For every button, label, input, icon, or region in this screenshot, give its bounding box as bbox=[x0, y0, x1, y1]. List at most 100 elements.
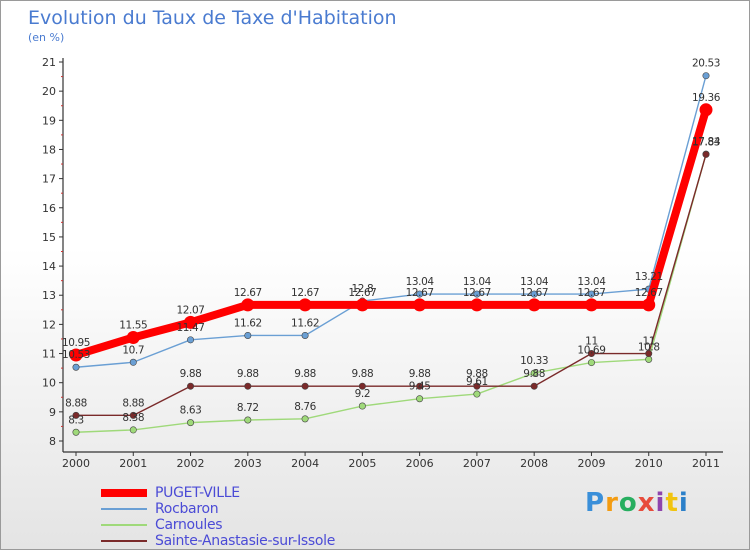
data-point bbox=[126, 331, 140, 345]
series-line-0 bbox=[72, 105, 710, 359]
data-label: 10.8 bbox=[638, 341, 660, 353]
data-label: 9.88 bbox=[180, 368, 202, 380]
y-tick-label: 13 bbox=[42, 289, 56, 302]
y-tick-label: 17 bbox=[42, 173, 56, 186]
y-tick-label: 10 bbox=[42, 377, 56, 390]
chart-subtitle: (en %) bbox=[28, 31, 65, 44]
data-label: 8.38 bbox=[122, 412, 144, 424]
data-point bbox=[72, 411, 80, 419]
x-tick-label: 2003 bbox=[234, 457, 262, 470]
series-line-2 bbox=[75, 153, 707, 433]
data-point bbox=[527, 298, 541, 312]
data-point bbox=[187, 382, 195, 390]
proxiti-logo: Proxiti bbox=[585, 488, 689, 518]
data-label: 17.84 bbox=[692, 136, 721, 148]
chart-legend: PUGET-VILLE Rocbaron Carnoules Sainte-Anast… bbox=[101, 485, 335, 549]
data-point bbox=[72, 363, 80, 371]
data-point bbox=[358, 382, 366, 390]
data-label: 11.62 bbox=[291, 317, 319, 329]
data-point bbox=[355, 298, 369, 312]
data-label: 12.67 bbox=[520, 287, 548, 299]
legend-swatch bbox=[101, 540, 147, 542]
data-point bbox=[241, 298, 255, 312]
legend-item: Rocbaron bbox=[101, 501, 335, 517]
y-tick-label: 21 bbox=[42, 56, 56, 69]
data-point bbox=[530, 290, 538, 298]
data-label: 10.33 bbox=[520, 355, 548, 367]
data-label: 13.04 bbox=[406, 276, 435, 288]
data-point bbox=[530, 382, 538, 390]
data-point bbox=[413, 298, 427, 312]
data-label: 9.88 bbox=[351, 368, 373, 380]
data-point bbox=[642, 298, 656, 312]
legend-swatch bbox=[101, 508, 147, 510]
legend-swatch bbox=[101, 489, 147, 497]
legend-label: PUGET-VILLE bbox=[155, 485, 240, 501]
data-label: 9.88 bbox=[466, 368, 488, 380]
data-label: 11.47 bbox=[177, 322, 205, 334]
data-point bbox=[187, 336, 195, 344]
data-label: 9.88 bbox=[409, 368, 431, 380]
data-label: 8.72 bbox=[237, 402, 259, 414]
data-label: 9.88 bbox=[523, 368, 545, 380]
data-label: 10.95 bbox=[62, 337, 90, 349]
legend-item: Carnoules bbox=[101, 517, 335, 533]
data-label: 11 bbox=[585, 336, 598, 348]
data-point bbox=[416, 382, 424, 390]
data-label: 9.2 bbox=[355, 388, 371, 400]
data-point bbox=[244, 416, 252, 424]
data-point bbox=[587, 290, 595, 298]
data-label: 8.88 bbox=[122, 397, 144, 409]
data-label: 17.83 bbox=[692, 136, 720, 148]
data-label: 8.63 bbox=[180, 405, 202, 417]
data-point bbox=[473, 382, 481, 390]
y-tick-label: 12 bbox=[42, 318, 56, 331]
legend-label: Carnoules bbox=[155, 517, 223, 533]
x-tick-label: 2002 bbox=[177, 457, 205, 470]
x-tick-label: 2007 bbox=[463, 457, 491, 470]
data-label: 9.88 bbox=[294, 368, 316, 380]
data-point bbox=[416, 290, 424, 298]
x-tick-label: 2004 bbox=[291, 457, 319, 470]
data-point bbox=[187, 419, 195, 427]
data-point bbox=[530, 369, 538, 377]
data-label: 11 bbox=[642, 336, 655, 348]
data-label: 12.67 bbox=[234, 287, 262, 299]
y-tick-label: 11 bbox=[42, 348, 56, 361]
data-label: 12.67 bbox=[291, 287, 319, 299]
data-label: 13.04 bbox=[577, 276, 606, 288]
data-label: 10.69 bbox=[577, 345, 605, 357]
x-tick-label: 2006 bbox=[406, 457, 434, 470]
data-label: 8.88 bbox=[65, 397, 87, 409]
data-label: 12.07 bbox=[177, 304, 205, 316]
legend-swatch bbox=[101, 524, 147, 526]
data-point bbox=[699, 103, 713, 117]
data-label: 12.8 bbox=[351, 283, 373, 295]
data-point bbox=[358, 402, 366, 410]
legend-item: Sainte-Anastasie-sur-Issole bbox=[101, 533, 335, 549]
data-label: 13.04 bbox=[520, 276, 549, 288]
data-label: 12.67 bbox=[463, 287, 491, 299]
x-tick-label: 2008 bbox=[520, 457, 548, 470]
data-point bbox=[244, 382, 252, 390]
x-tick-label: 2000 bbox=[62, 457, 90, 470]
series-line-3 bbox=[75, 153, 707, 417]
data-point bbox=[473, 290, 481, 298]
data-label: 9.88 bbox=[237, 368, 259, 380]
data-point bbox=[129, 358, 137, 366]
data-label: 10.7 bbox=[122, 344, 144, 356]
data-label: 11.55 bbox=[119, 320, 147, 332]
data-label: 12.67 bbox=[635, 287, 663, 299]
data-label: 12.67 bbox=[348, 287, 376, 299]
y-tick-label: 9 bbox=[49, 406, 56, 419]
data-label: 9.61 bbox=[466, 376, 488, 388]
series-line-1 bbox=[75, 75, 707, 368]
data-label: 8.76 bbox=[294, 401, 316, 413]
data-label: 9.45 bbox=[409, 381, 431, 393]
x-tick-label: 2001 bbox=[119, 457, 147, 470]
x-tick-label: 2010 bbox=[635, 457, 663, 470]
y-tick-label: 15 bbox=[42, 231, 56, 244]
data-label: 12.67 bbox=[406, 287, 434, 299]
data-point bbox=[702, 72, 710, 80]
